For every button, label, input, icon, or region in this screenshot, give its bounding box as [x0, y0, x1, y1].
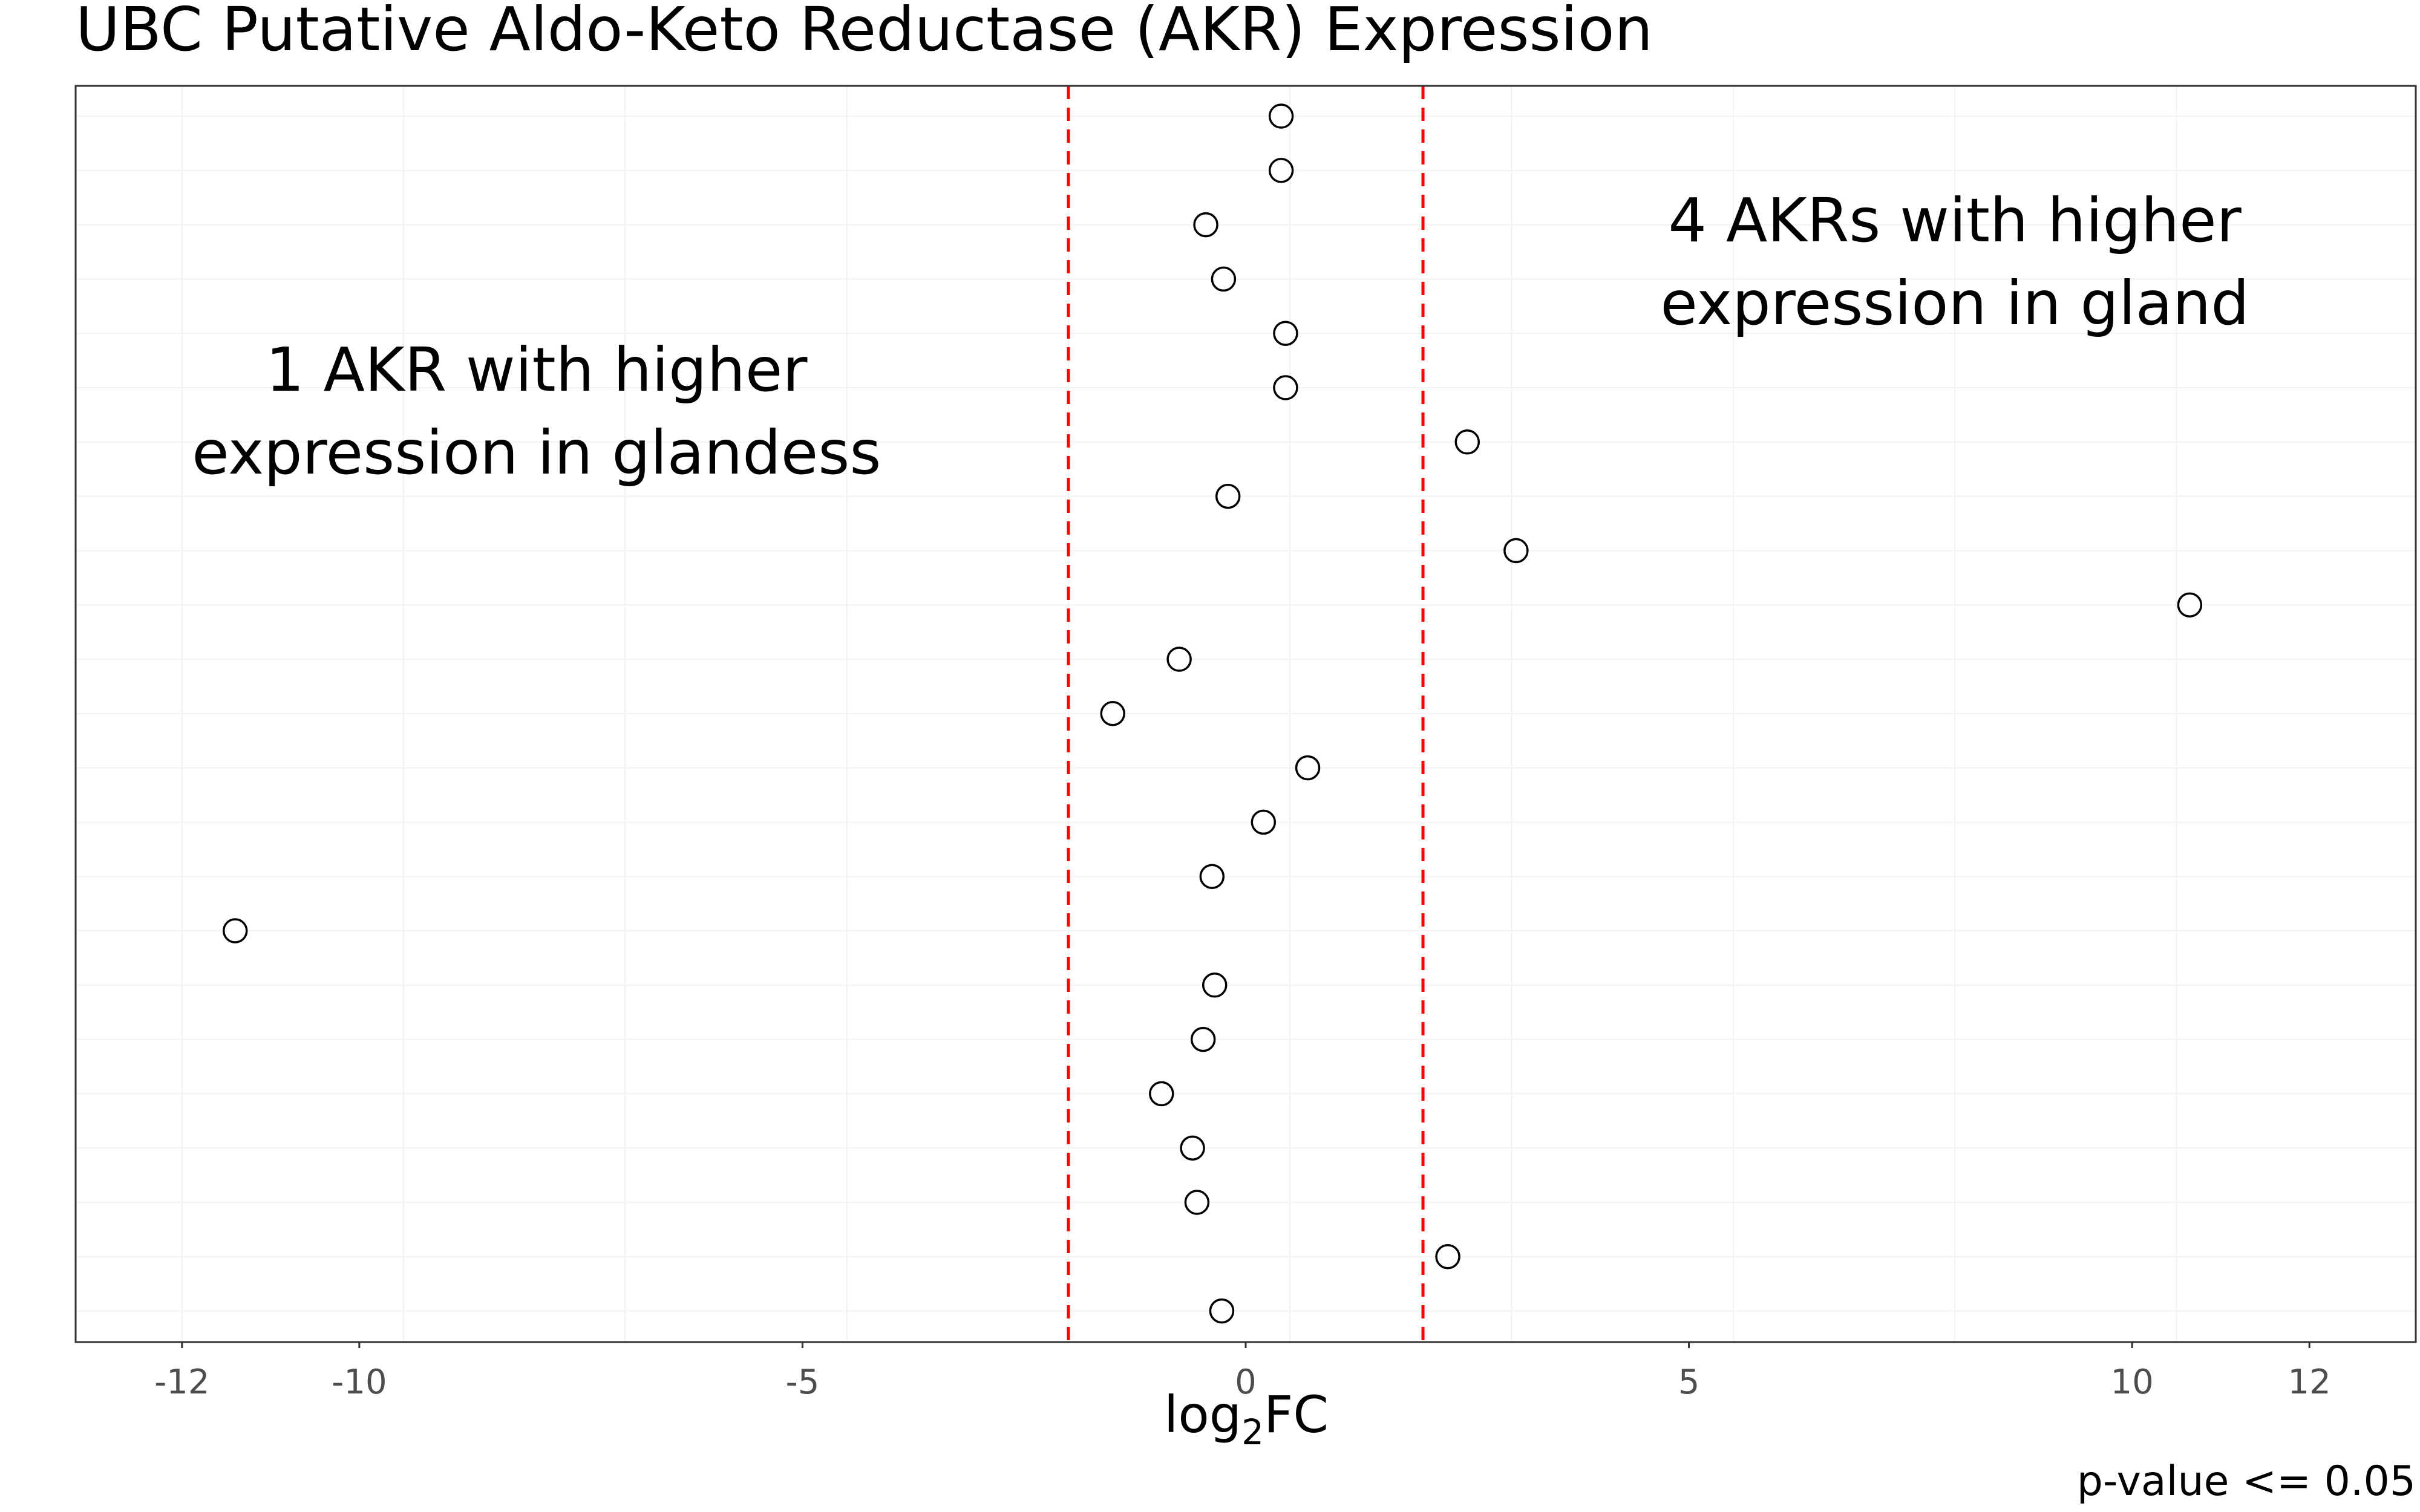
data-point: [1273, 321, 1298, 346]
data-point: [1180, 1135, 1205, 1161]
x-tick-label: 0: [1235, 1363, 1257, 1402]
data-point: [1295, 755, 1321, 781]
data-point: [1184, 1190, 1210, 1215]
data-point: [1209, 1298, 1235, 1324]
x-axis-label: log2FC: [1164, 1385, 1329, 1453]
annotations: 1 AKR with higher expression in glandess 4…: [192, 185, 2249, 488]
chart-title: UBC Putative Aldo-Keto Reductase (AKR) E…: [76, 0, 1653, 65]
x-axis-label-base: log: [1164, 1385, 1241, 1444]
annotation-left-line: 1 AKR with higher: [266, 334, 808, 405]
caption: p-value <= 0.05: [2077, 1458, 2416, 1505]
annotation-right: 4 AKRs with higher expression in gland: [1660, 185, 2249, 339]
data-point: [1454, 429, 1480, 455]
x-tick-label: 12: [2288, 1363, 2331, 1402]
x-tick-label: -5: [786, 1363, 820, 1402]
data-point: [1215, 483, 1241, 509]
x-tick-label: -10: [332, 1363, 387, 1402]
annotation-left-line: expression in glandess: [192, 417, 881, 488]
x-tick-label: 5: [1678, 1363, 1700, 1402]
x-axis-label-subscript: 2: [1241, 1412, 1264, 1453]
annotation-right-line: expression in gland: [1660, 268, 2249, 339]
data-point: [1190, 1026, 1216, 1052]
data-point: [1199, 864, 1225, 889]
data-point: [1273, 375, 1298, 400]
data-point: [1211, 266, 1237, 292]
annotation-right-line: 4 AKRs with higher: [1668, 185, 2242, 256]
data-point: [1193, 212, 1218, 238]
data-point: [1202, 973, 1228, 998]
x-axis: -12 -10 -5 0 5 10 12: [154, 1342, 2331, 1402]
x-tick-label: 10: [2111, 1363, 2154, 1402]
data-point: [1503, 538, 1529, 564]
data-point: [1149, 1081, 1174, 1107]
data-point: [1435, 1244, 1460, 1269]
data-point: [1100, 701, 1125, 726]
x-tick-label: -12: [154, 1363, 209, 1402]
data-point: [2177, 592, 2203, 618]
data-point: [1166, 647, 1192, 672]
annotation-left: 1 AKR with higher expression in glandess: [192, 334, 881, 488]
data-point: [222, 918, 248, 943]
x-axis-label-suffix: FC: [1264, 1385, 1329, 1444]
data-point: [1268, 103, 1294, 129]
data-points: [222, 103, 2203, 1324]
grid-lines: [76, 86, 2416, 1342]
threshold-lines: [1067, 86, 1425, 1342]
data-point: [1251, 809, 1277, 835]
data-point: [1268, 158, 1294, 183]
